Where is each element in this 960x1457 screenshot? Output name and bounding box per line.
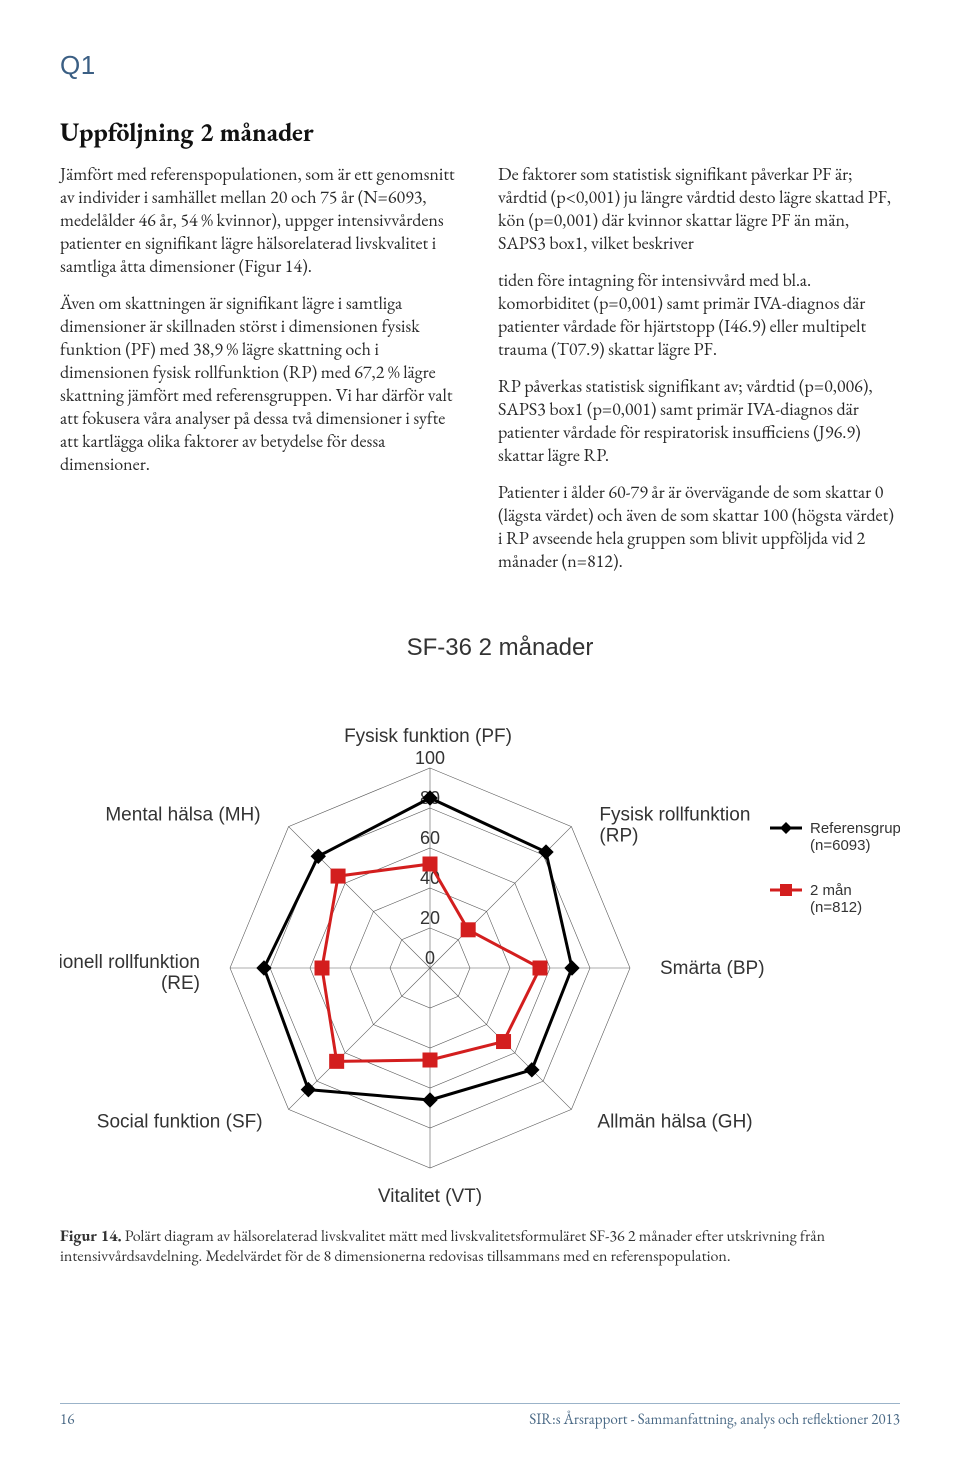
svg-text:Mental hälsa (MH): Mental hälsa (MH): [105, 804, 260, 825]
svg-text:100: 100: [415, 748, 445, 768]
svg-text:Referensgrupp(n=6093): Referensgrupp(n=6093): [810, 820, 900, 854]
svg-text:Fysisk rollfunktion(RP): Fysisk rollfunktion(RP): [599, 804, 750, 846]
svg-text:0: 0: [425, 948, 435, 968]
svg-text:Smärta (BP): Smärta (BP): [660, 958, 765, 979]
body-paragraph: Jämfört med referenspopulationen, som är…: [60, 163, 462, 278]
page-heading: Uppföljning 2 månader: [60, 115, 900, 149]
body-paragraph: Patienter i ålder 60-79 år är övervägand…: [498, 481, 900, 573]
body-columns: Jämfört med referenspopulationen, som är…: [60, 163, 900, 574]
section-label: Q1: [60, 50, 900, 81]
body-paragraph: RP påverkas statistisk signifikant av; v…: [498, 375, 900, 467]
svg-text:Social funktion (SF): Social funktion (SF): [97, 1111, 263, 1132]
chart-title: SF-36 2 månader: [100, 634, 900, 662]
svg-text:60: 60: [420, 828, 440, 848]
doc-title: SIR:s Årsrapport - Sammanfattning, analy…: [529, 1410, 900, 1429]
page-number: 16: [60, 1410, 74, 1429]
svg-text:Allmän hälsa (GH): Allmän hälsa (GH): [597, 1111, 752, 1132]
figure-caption-text: Polärt diagram av hälsorelaterad livskva…: [60, 1225, 825, 1266]
figure-caption: Figur 14. Polärt diagram av hälsorelater…: [60, 1226, 900, 1266]
figure-caption-label: Figur 14.: [60, 1225, 122, 1246]
svg-text:Emotionell rollfunktion(RE): Emotionell rollfunktion(RE): [60, 952, 200, 994]
svg-text:Vitalitet (VT): Vitalitet (VT): [378, 1186, 482, 1207]
body-paragraph: De faktorer som statistisk signifikant p…: [498, 163, 900, 255]
svg-text:20: 20: [420, 908, 440, 928]
svg-text:Fysisk funktion (PF): Fysisk funktion (PF): [344, 726, 512, 747]
body-paragraph: Även om skattningen är signifikant lägre…: [60, 292, 462, 476]
body-paragraph: tiden före intagning för intensivvård me…: [498, 269, 900, 361]
chart-container: SF-36 2 månader 020406080100Fysisk funkt…: [60, 634, 900, 1208]
radar-chart: 020406080100Fysisk funktion (PF)Fysisk r…: [60, 668, 900, 1208]
svg-text:2 mån(n=812): 2 mån(n=812): [810, 882, 862, 916]
page-footer: 16 SIR:s Årsrapport - Sammanfattning, an…: [60, 1403, 900, 1429]
